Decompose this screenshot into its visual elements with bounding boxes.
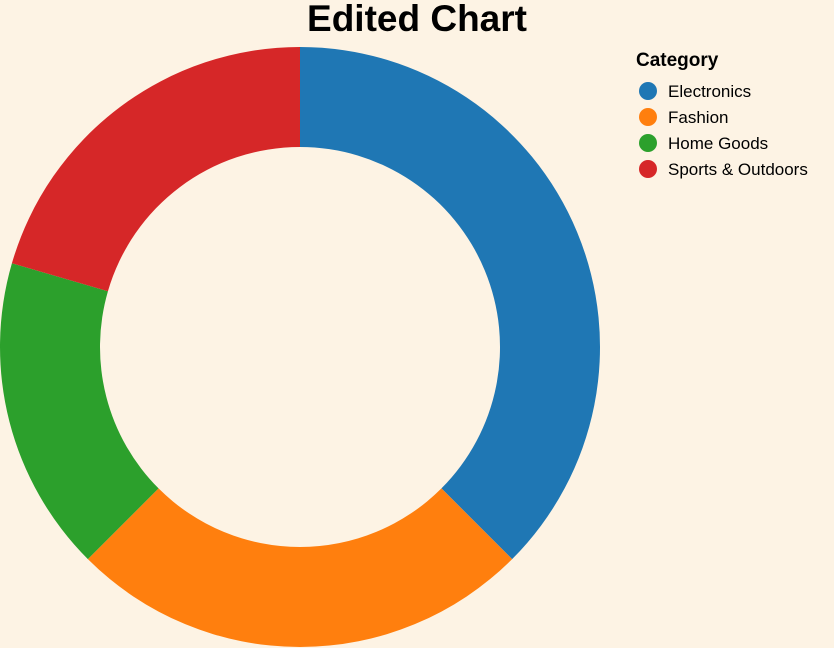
legend-title: Category [636,50,719,71]
slice-home-goods[interactable] [0,263,159,560]
legend-item-electronics[interactable]: Electronics [639,82,751,101]
legend-item-fashion[interactable]: Fashion [639,108,728,127]
legend-swatch-sports-and-outdoors [639,160,657,178]
legend-swatch-home-goods [639,134,657,152]
legend-label-fashion: Fashion [668,108,728,127]
legend-swatch-fashion [639,108,657,126]
legend-items: Electronics Fashion Home Goods Sports & Out… [639,82,808,179]
slice-electronics[interactable] [300,47,601,560]
legend: Category Electronics Fashion Home Goods Spo… [636,50,808,179]
legend-label-electronics: Electronics [668,82,751,101]
legend-label-sports-and-outdoors: Sports & Outdoors [668,160,808,179]
chart-title: Edited Chart [307,0,527,39]
donut-slices [0,47,601,647]
slice-fashion[interactable] [87,488,513,647]
legend-swatch-electronics [639,82,657,100]
legend-item-home-goods[interactable]: Home Goods [639,134,768,153]
legend-label-home-goods: Home Goods [668,134,768,153]
slice-sports-and-outdoors[interactable] [11,47,300,292]
legend-item-sports-and-outdoors[interactable]: Sports & Outdoors [639,160,808,179]
